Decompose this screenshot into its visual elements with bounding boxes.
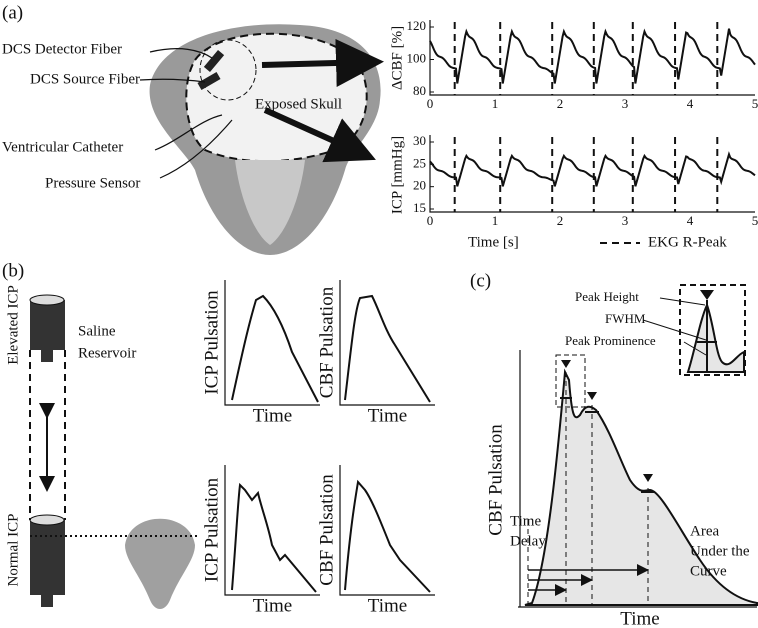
detector-fiber [203,50,225,72]
x-tick-label: 2 [557,213,564,228]
pulse [344,294,431,403]
panel-b: (b) Elevated ICP Normal ICP Saline Reser… [2,260,431,609]
y-axis-label: ΔCBF [%] [389,26,405,90]
waveform [429,28,756,84]
label: DCS Detector Fiber [2,41,122,57]
zoom-box [555,354,586,408]
label: Pressure Sensor [45,175,140,191]
axes [339,465,435,596]
y-axis-label: ICP [mmHg] [389,136,405,214]
x-axis-label: Time [253,595,292,616]
label: Under the [690,543,750,559]
probe-area [199,39,257,101]
label: Delay [510,533,546,549]
x-tick-label: 0 [427,96,434,111]
axes [224,280,320,406]
x-axis-label: Time [253,405,292,426]
reservoir-top [29,294,65,306]
x-tick-label: 4 [687,213,694,228]
axes [429,20,755,96]
label: Saline [78,323,116,339]
legend-label: EKG R-Peak [648,234,727,250]
label: Normal ICP [5,514,21,587]
head [125,518,195,609]
reservoir [30,300,65,350]
y-axis-label: ICP Pulsation [201,477,222,582]
arrow [261,38,384,87]
label: Peak Prominence [565,333,656,348]
x-tick-label: 4 [687,96,694,111]
panel-c: (c) Peak Height FWHM Peak Prominence Tim… [470,270,758,628]
y-axis-label: CBF Pulsation [316,286,337,398]
y-tick-label: 20 [413,178,426,193]
label: Peak Height [575,289,639,304]
label: FWHM [605,311,646,326]
x-axis-label: Time [368,405,407,426]
x-tick-label: 5 [752,96,758,111]
pulse [231,294,319,403]
label: DCS Source Fiber [30,71,140,87]
label: Reservoir [78,345,136,361]
x-tick-label: 5 [752,213,758,228]
label: Time [510,513,541,529]
panel-label: (b) [2,260,24,281]
label: Area [690,523,719,539]
source-fiber [197,72,221,90]
x-tick-label: 1 [492,96,499,111]
y-tick-label: 100 [407,50,427,65]
pulse-area [524,368,758,606]
panel-label: (c) [470,270,491,291]
fwhm-bars [560,397,655,493]
label: Exposed Skull [255,96,342,112]
y-tick-label: 15 [413,200,426,215]
callouts [642,297,707,356]
delay-arrows [528,564,649,596]
label: Ventricular Catheter [2,139,123,155]
pulse [231,482,317,593]
y-tick-label: 80 [413,83,426,98]
y-axis-label: CBF Pulsation [316,474,337,586]
x-tick-label: 3 [622,213,629,228]
reservoir-tip [41,595,53,607]
y-tick-label: 25 [413,155,426,170]
x-tick-label: 3 [622,96,629,111]
y-axis-label: CBF Pulsation [485,424,506,536]
axes [224,465,320,596]
y-tick-label: 30 [413,133,426,148]
y-tick-label: 120 [407,18,427,33]
peak-markers [561,360,653,482]
pulse [344,479,431,593]
reservoir-tip [41,350,53,362]
axes [339,280,435,406]
label: Curve [690,563,727,579]
x-axis-label: Time [s] [468,234,519,250]
x-tick-label: 0 [427,213,434,228]
waveform [429,151,756,187]
reservoir [30,520,65,595]
x-tick-label: 2 [557,96,564,111]
label: Elevated ICP [5,285,21,365]
x-axis-label: Time [368,595,407,616]
x-tick-label: 1 [492,213,499,228]
x-axis-label: Time [620,608,659,628]
reservoir-top [29,514,65,526]
y-axis-label: ICP Pulsation [201,290,222,395]
axes [429,135,755,213]
peak-guides [527,372,649,605]
face [235,160,305,245]
arrow [263,107,376,163]
panel-a: (a) DCS Detector Fiber DCS Source Fiber … [2,2,727,255]
panel-label: (a) [2,2,23,23]
peak-marker [700,290,714,300]
fiber-lines [139,48,233,179]
